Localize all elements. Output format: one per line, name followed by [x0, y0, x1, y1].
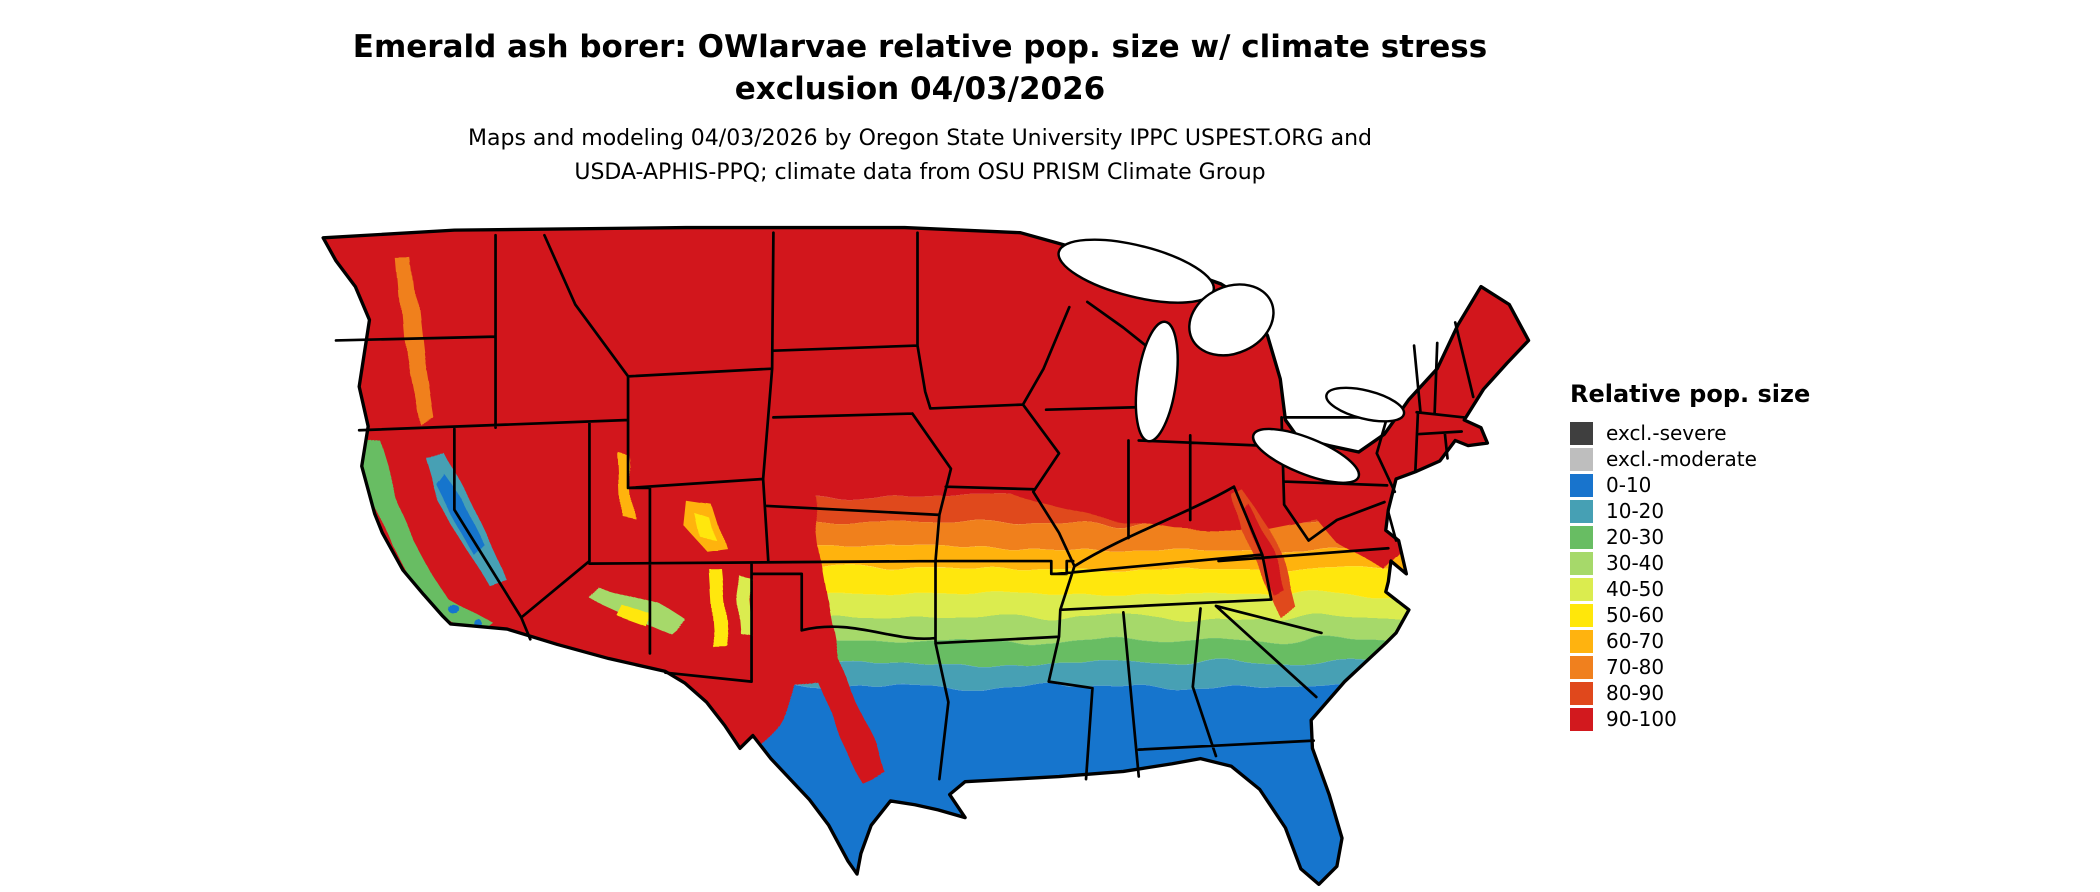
appalachian-red	[1244, 504, 1283, 595]
sierra-blue-core	[433, 471, 483, 554]
arizona-yellow	[616, 604, 653, 626]
legend-item: 60-70	[1570, 628, 1810, 654]
midwest-red-dip	[968, 481, 1391, 531]
us-map	[300, 225, 1535, 892]
lake-michigan	[1134, 320, 1179, 443]
map-title-line1: Emerald ash borer: OWlarvae relative pop…	[352, 29, 1488, 65]
legend-swatch	[1570, 551, 1593, 575]
newmexico-yellow-stripe	[709, 568, 730, 649]
legend-swatch	[1570, 577, 1593, 601]
legend-item: 50-60	[1570, 602, 1810, 628]
legend-item-label: 20-30	[1606, 525, 1665, 549]
socal-blue-spot1	[449, 604, 460, 615]
legend-swatch	[1570, 603, 1593, 627]
legend-item: 80-90	[1570, 680, 1810, 706]
legend-item-label: 40-50	[1606, 577, 1665, 601]
map-subtitle-line1: Maps and modeling 04/03/2026 by Oregon S…	[468, 126, 1372, 151]
lake-erie	[1251, 427, 1361, 485]
lake-ontario	[1325, 386, 1406, 423]
legend-swatch	[1570, 525, 1593, 549]
legend-item-label: excl.-severe	[1606, 421, 1727, 445]
legend-swatch	[1570, 655, 1593, 679]
legend-item-label: 90-100	[1606, 707, 1677, 731]
band-20-30	[323, 640, 1529, 664]
legend-item-label: 30-40	[1606, 551, 1665, 575]
legend-item-label: 60-70	[1606, 629, 1665, 653]
legend-item: 20-30	[1570, 524, 1810, 550]
legend-item: 90-100	[1570, 706, 1810, 732]
legend-item-label: excl.-moderate	[1606, 447, 1757, 471]
legend-item: excl.-severe	[1570, 420, 1810, 446]
legend-item: 10-20	[1570, 498, 1810, 524]
california-coast-green	[354, 437, 457, 623]
map-subtitle-line2: USDA-APHIS-PPQ; climate data from OSU PR…	[574, 160, 1266, 185]
legend-item: 30-40	[1570, 550, 1810, 576]
legend-item: excl.-moderate	[1570, 446, 1810, 472]
map-title-line2: exclusion 04/03/2026	[734, 71, 1106, 107]
legend-item-label: 0-10	[1606, 473, 1652, 497]
legend-swatch	[1570, 681, 1593, 705]
lake-huron	[1188, 283, 1275, 357]
legend-swatch	[1570, 707, 1593, 731]
cascades-orange	[397, 260, 434, 423]
legend-item-label: 70-80	[1606, 655, 1665, 679]
legend-item-label: 50-60	[1606, 603, 1665, 627]
legend-item: 0-10	[1570, 472, 1810, 498]
west-red-region	[323, 475, 885, 782]
great-lakes	[1057, 238, 1406, 485]
map-subtitle: Maps and modeling 04/03/2026 by Oregon S…	[0, 122, 1840, 190]
map-legend: Relative pop. size excl.-severe excl.-mo…	[1570, 380, 1810, 732]
legend-title: Relative pop. size	[1570, 380, 1811, 408]
legend-swatch	[1570, 421, 1593, 445]
legend-swatch	[1570, 499, 1593, 523]
band-0-10	[323, 686, 1529, 885]
us-map-svg	[321, 225, 1531, 886]
map-title: Emerald ash borer: OWlarvae relative pop…	[0, 26, 1840, 110]
legend-item: 40-50	[1570, 576, 1810, 602]
legend-swatch	[1570, 473, 1593, 497]
colorado-yellow-fleck	[693, 512, 715, 538]
legend-swatch	[1570, 447, 1593, 471]
legend-item-label: 80-90	[1606, 681, 1665, 705]
legend-item-label: 10-20	[1606, 499, 1665, 523]
legend-swatch	[1570, 629, 1593, 653]
legend-item: 70-80	[1570, 654, 1810, 680]
